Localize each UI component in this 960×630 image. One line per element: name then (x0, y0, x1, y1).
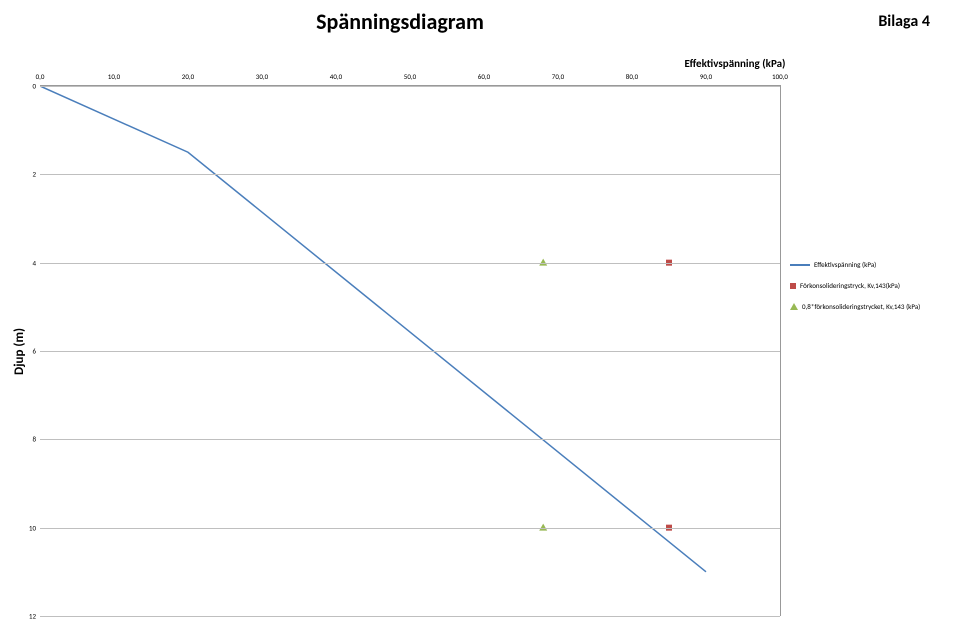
legend: Effektivspänning (kPa) Förkonsolideringst… (790, 260, 955, 323)
gridline (40, 439, 780, 440)
legend-item: Effektivspänning (kPa) (790, 260, 955, 269)
legend-swatch-square (790, 283, 796, 289)
x-tick: 60,0 (478, 72, 490, 81)
series-line (40, 86, 706, 572)
x-tick: 70,0 (552, 72, 564, 81)
x-tick: 50,0 (404, 72, 416, 81)
gridline (40, 263, 780, 264)
legend-item: 0,8*förkonsolideringstrycket, Kv,143 (kP… (790, 302, 955, 311)
plot-area: 0,010,020,030,040,050,060,070,080,090,01… (40, 85, 781, 616)
x-tick: 20,0 (182, 72, 194, 81)
legend-label: Effektivspänning (kPa) (814, 260, 876, 269)
x-tick: 80,0 (626, 72, 638, 81)
legend-swatch-line (790, 264, 810, 266)
gridline (40, 528, 780, 529)
x-tick: 0,0 (36, 72, 45, 81)
x-tick: 100,0 (772, 72, 788, 81)
x-tick: 40,0 (330, 72, 342, 81)
chart-title: Spänningsdiagram (0, 8, 800, 35)
gridline (40, 86, 780, 87)
x-tick: 10,0 (108, 72, 120, 81)
legend-label: Förkonsolideringstryck, Kv,143(kPa) (800, 281, 900, 290)
gridline (40, 616, 780, 617)
gridline (40, 351, 780, 352)
y-tick: 6 (22, 347, 36, 356)
x-axis-title: Effektivspänning (kPa) (660, 57, 810, 70)
x-tick: 90,0 (700, 72, 712, 81)
y-tick: 10 (22, 523, 36, 532)
y-tick: 8 (22, 435, 36, 444)
legend-swatch-triangle (790, 303, 798, 310)
legend-label: 0,8*förkonsolideringstrycket, Kv,143 (kP… (802, 302, 920, 311)
y-tick: 0 (22, 82, 36, 91)
y-tick: 12 (22, 612, 36, 621)
appendix-label: Bilaga 4 (878, 12, 930, 31)
y-tick: 4 (22, 258, 36, 267)
x-tick: 30,0 (256, 72, 268, 81)
gridline (40, 174, 780, 175)
y-tick: 2 (22, 170, 36, 179)
legend-item: Förkonsolideringstryck, Kv,143(kPa) (790, 281, 955, 290)
